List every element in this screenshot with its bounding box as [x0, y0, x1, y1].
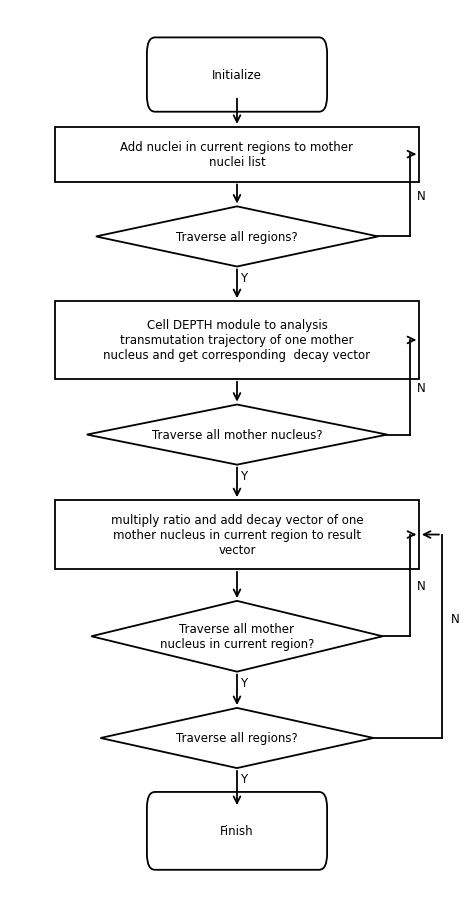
Bar	[55, 301, 419, 380]
Text: Y: Y	[240, 272, 247, 284]
Text: Y: Y	[240, 676, 247, 689]
Text: Traverse all mother
nucleus in current region?: Traverse all mother nucleus in current r…	[160, 622, 314, 650]
Text: Traverse all regions?: Traverse all regions?	[176, 732, 298, 745]
Text: Initialize: Initialize	[212, 69, 262, 82]
Text: N: N	[451, 612, 460, 625]
Text: Add nuclei in current regions to mother
nuclei list: Add nuclei in current regions to mother …	[120, 141, 354, 169]
Text: N: N	[417, 189, 426, 203]
Text: Finish: Finish	[220, 824, 254, 837]
FancyBboxPatch shape	[147, 39, 327, 113]
Text: multiply ratio and add decay vector of one
mother nucleus in current region to r: multiply ratio and add decay vector of o…	[111, 513, 363, 557]
Polygon shape	[87, 405, 387, 465]
Text: Y: Y	[240, 469, 247, 483]
Polygon shape	[96, 207, 378, 267]
Bar	[55, 127, 419, 182]
Polygon shape	[100, 708, 374, 769]
Polygon shape	[91, 602, 383, 672]
Text: Traverse all mother nucleus?: Traverse all mother nucleus?	[152, 428, 322, 442]
Bar	[55, 501, 419, 569]
Text: N: N	[417, 382, 426, 394]
FancyBboxPatch shape	[147, 792, 327, 870]
Text: Y: Y	[240, 772, 247, 786]
Text: Cell DEPTH module to analysis
transmutation trajectory of one mother
nucleus and: Cell DEPTH module to analysis transmutat…	[103, 319, 371, 362]
Text: Traverse all regions?: Traverse all regions?	[176, 231, 298, 244]
Text: N: N	[417, 579, 426, 593]
